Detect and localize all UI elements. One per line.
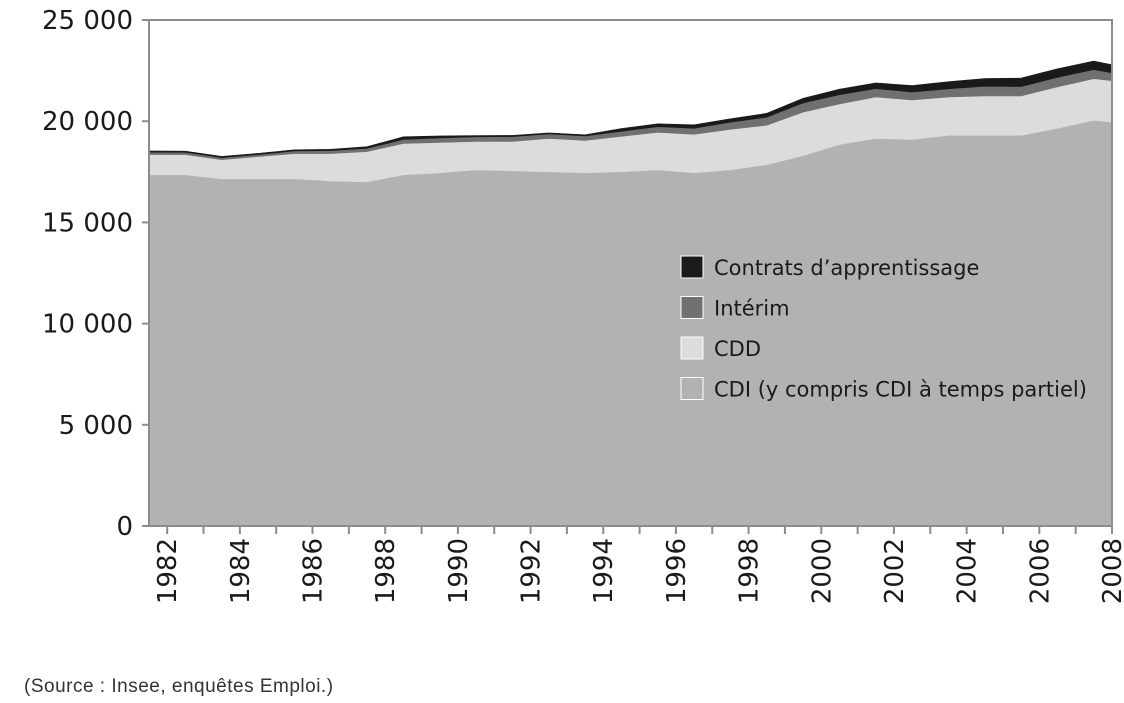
x-tick-label: 1986: [299, 538, 329, 604]
source-note: (Source : Insee, enquêtes Emploi.): [24, 676, 334, 697]
x-tick-label: 2004: [953, 538, 983, 604]
legend-label-cdi-y-compris-cdi-a-temps-partiel: CDI (y compris CDI à temps partiel): [714, 378, 1087, 402]
x-tick-label: 2002: [880, 538, 910, 604]
x-tick-label: 1982: [153, 538, 183, 604]
x-tick-label: 1984: [226, 538, 256, 604]
legend-swatch-interim: [680, 296, 704, 319]
legend-swatch-cdd: [680, 336, 704, 360]
y-tick-label: 25 000: [42, 6, 133, 36]
y-tick-label: 20 000: [42, 107, 133, 137]
legend: Contrats d’apprentissage Intérim CDD CDI (y…: [680, 255, 1087, 402]
legend-swatch-cdi-y-compris-cdi-a-temps-partiel: [680, 377, 704, 400]
plot-border: [148, 19, 1113, 527]
y-tick-label: 0: [116, 512, 133, 542]
area-cdi-y-compris-cdi-a-temps-partiel: [148, 119, 1113, 527]
legend-label-cdd: CDD: [714, 337, 761, 361]
x-tick-label: 2008: [1098, 538, 1124, 604]
y-tick-label: 15 000: [42, 208, 133, 238]
x-tick-label: 1998: [735, 538, 765, 604]
x-tick-label: 2000: [807, 538, 837, 604]
plot-frame: [148, 19, 1113, 527]
legend-swatch-contrats-d-apprentissage: [680, 255, 704, 279]
x-tick-label: 1994: [589, 538, 619, 604]
area-layers: [148, 60, 1113, 527]
x-tick-label: 1990: [444, 538, 474, 604]
legend-label-contrats-d-apprentissage: Contrats d’apprentissage: [714, 256, 979, 280]
y-tick-label: 10 000: [42, 310, 133, 340]
y-axis: 0 5 000 10 000 15 000 20 000 25 000: [42, 6, 149, 542]
x-axis: 1982 1984 1986 1988 1990 1992 1994 1996 1998 2000…: [153, 526, 1124, 604]
x-tick-label: 1988: [371, 538, 401, 604]
x-tick-label: 2006: [1025, 538, 1055, 604]
legend-label-interim: Intérim: [714, 297, 790, 321]
x-tick-label: 1996: [662, 538, 692, 604]
y-tick-label: 5 000: [59, 411, 133, 441]
x-tick-label: 1992: [517, 538, 547, 604]
